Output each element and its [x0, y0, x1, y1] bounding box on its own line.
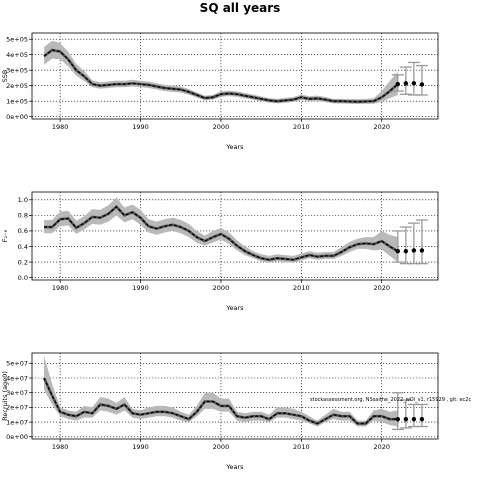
- ssb-ytick-label-1: 1e+05: [6, 97, 28, 105]
- ssb-ytick-label-5: 5e+05: [6, 35, 28, 43]
- ssb-forecast-point-2025: [419, 82, 425, 87]
- ssb-x-axis-label: Years: [225, 143, 244, 151]
- fbar-y-axis-label: F₂₋₆: [1, 229, 9, 242]
- fbar-frame: [31, 191, 439, 281]
- recruits-xtick-label-1990: 1990: [132, 443, 149, 451]
- ssb-ytick-label-0: 0e+00: [6, 113, 28, 121]
- ssb-ytick-label-3: 3e+05: [6, 66, 28, 74]
- fbar-ytick-label-4: 0.8: [18, 212, 28, 220]
- recruits-ytick-label-5: 5e+07: [6, 360, 28, 368]
- fbar-ytick-label-1: 0.2: [18, 258, 28, 266]
- ssb-xtick-label-1980: 1980: [52, 123, 69, 131]
- ssb-ytick-label-2: 2e+05: [6, 82, 28, 90]
- recruits-ytick-label-2: 2e+07: [6, 404, 28, 412]
- recruits-xtick-label-2000: 2000: [213, 443, 230, 451]
- ssb-estimate-line: [43, 49, 399, 103]
- fbar-xtick-label-2020: 2020: [373, 284, 390, 292]
- ssb-y-axis-label: SSB: [1, 70, 9, 83]
- fbar-forecast-point-2022: [395, 248, 401, 254]
- ssb-panel: 1980 1990 2000 2010 2020 0e+00 1e+05 2e+05 3e+05…: [1, 32, 439, 151]
- recruits-ytick-label-4: 4e+07: [6, 374, 28, 382]
- fbar-forecast-point-2023: [403, 248, 409, 254]
- fbar-ytick-label-3: 0.6: [18, 227, 28, 235]
- fbar-forecast-point-2025: [419, 248, 425, 253]
- fbar-x-axis-label: Years: [225, 304, 244, 312]
- recruits-estimate-line: [43, 377, 398, 425]
- fbar-ytick-label-2: 0.4: [18, 243, 28, 251]
- recruits-ytick-label-3: 3e+07: [6, 389, 28, 397]
- recruits-panel: 1980 1990 2000 2010 2020 0e+00 1e+07 2e+07 3e+07…: [1, 352, 439, 471]
- fbar-xtick-label-1990: 1990: [132, 284, 149, 292]
- fbar-estimate-line: [44, 205, 399, 261]
- recruits-xtick-label-1980: 1980: [52, 443, 69, 451]
- ssb-forecast-point-2024: [411, 81, 417, 86]
- recruits-y-axis-label: Recruits (age0): [1, 371, 9, 421]
- recruits-xtick-label-2010: 2010: [293, 443, 310, 451]
- fbar-xtick-label-2000: 2000: [213, 284, 230, 292]
- ssb-forecast-point-2023: [403, 81, 409, 86]
- ssb-xtick-label-1990: 1990: [132, 123, 149, 131]
- fbar-xtick-label-2010: 2010: [293, 284, 310, 292]
- recruits-forecast-point-2023: [403, 416, 409, 422]
- ssb-xtick-label-2020: 2020: [373, 123, 390, 131]
- fbar-xtick-label-1980: 1980: [52, 284, 69, 292]
- recruits-frame: [31, 352, 439, 440]
- ssb-xtick-label-2000: 2000: [213, 123, 230, 131]
- recruits-ytick-label-0: 0e+00: [6, 433, 28, 441]
- recruits-x-axis-label: Years: [225, 463, 244, 471]
- ssb-xtick-label-2010: 2010: [293, 123, 310, 131]
- recruits-ytick-label-1: 1e+07: [6, 418, 28, 426]
- recruits-forecast-point-2022: [395, 416, 401, 422]
- fbar-panel: 1980 1990 2000 2010 2020 0.0 0.2 0.4 0.6 0.8 1.0 Ye…: [1, 191, 439, 312]
- recruits-forecast-point-2025: [419, 416, 425, 422]
- ssb-ytick-label-4: 4e+05: [6, 51, 28, 59]
- ssb-forecast-point-2022: [395, 81, 401, 87]
- fbar-ytick-label-0: 0.0: [18, 274, 28, 282]
- fbar-ytick-label-5: 1.0: [18, 196, 28, 204]
- figure-title: SQ all years: [200, 1, 281, 15]
- fbar-forecast-point-2024: [411, 248, 417, 253]
- ssb-frame: [31, 32, 439, 120]
- recruits-forecast-point-2024: [411, 416, 417, 422]
- recruits-xtick-label-2020: 2020: [373, 443, 390, 451]
- source-footnote: stockassessment.org, NSsaithe_2022_wOl_v…: [310, 397, 471, 403]
- recruits-confidence-band: [44, 355, 398, 427]
- chart-panels: 1980 1990 2000 2010 2020 0e+00 1e+05 2e+05 3e+05…: [1, 32, 439, 471]
